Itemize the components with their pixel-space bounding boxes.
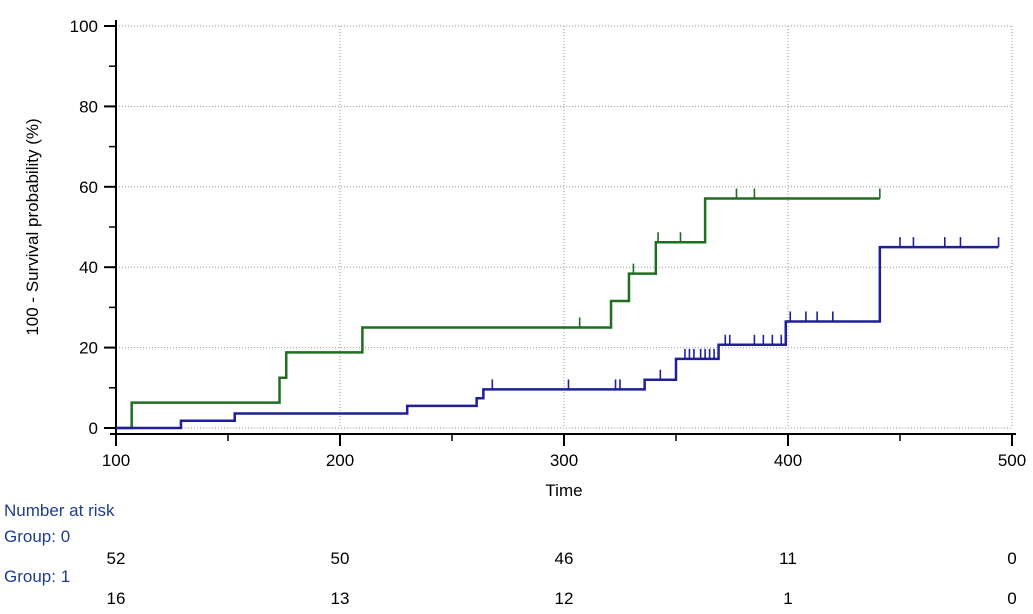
- y-tick-label: 0: [89, 419, 98, 438]
- x-tick-label: 300: [550, 451, 578, 470]
- risk-count: 52: [107, 549, 126, 568]
- number-at-risk-table: Number at risk Group: 0 52 50 46 11 0 Group: 1…: [4, 501, 1017, 608]
- x-tick-label: 400: [774, 451, 802, 470]
- y-axis-title: 100 - Survival probability (%): [23, 118, 42, 335]
- axes: [110, 20, 1016, 435]
- series-line-group-1: [116, 245, 999, 430]
- y-tick-label: 40: [79, 258, 98, 277]
- risk-group-label: Group: 1: [4, 567, 70, 586]
- risk-count: 1: [783, 589, 792, 608]
- risk-count: 11: [779, 549, 797, 568]
- tick-marks: 0 20 40 60 80 100 100 200 300 400 500: [70, 17, 1027, 470]
- x-tick-label: 500: [998, 451, 1026, 470]
- risk-count: 12: [555, 589, 574, 608]
- series-line-group-0: [116, 197, 880, 430]
- risk-count: 16: [107, 589, 126, 608]
- y-tick-label: 80: [79, 97, 98, 116]
- x-tick-label: 100: [102, 451, 130, 470]
- risk-table-title: Number at risk: [4, 501, 115, 520]
- x-tick-label: 200: [326, 451, 354, 470]
- risk-count: 0: [1007, 549, 1016, 568]
- risk-group-label: Group: 0: [4, 527, 70, 546]
- y-tick-label: 20: [79, 339, 98, 358]
- y-tick-label: 100: [70, 17, 98, 36]
- x-axis-title: Time: [545, 481, 582, 500]
- risk-count: 46: [555, 549, 574, 568]
- series-layer: [116, 188, 1000, 430]
- grid-lines: [116, 25, 1013, 429]
- risk-count: 50: [331, 549, 350, 568]
- risk-count: 0: [1007, 589, 1016, 608]
- risk-count: 13: [331, 589, 350, 608]
- y-tick-label: 60: [79, 178, 98, 197]
